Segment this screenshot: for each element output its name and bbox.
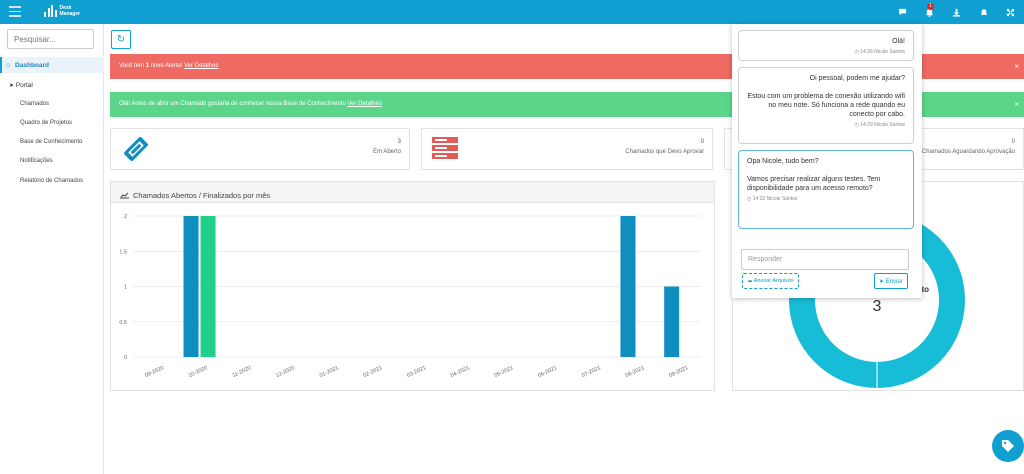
card-value: 0 — [700, 139, 704, 145]
sidebar-item-chamados[interactable]: Chamados — [20, 101, 50, 107]
line-chart-icon — [120, 192, 129, 198]
send-arrow-icon: ➤ — [9, 83, 15, 89]
alert-text-prefix: Você tem — [119, 63, 146, 69]
top-bar: Desk Manager 1 — [0, 0, 1024, 24]
bar — [620, 216, 636, 357]
chat-message: Oi pessoal, podem me ajudar? Estou com u… — [738, 67, 914, 144]
alert-details-link[interactable]: Ver Detalhes — [184, 63, 219, 69]
alert-text-suffix: novo Alerta! — [149, 63, 185, 69]
send-label: Enviar — [885, 279, 903, 285]
x-tick-label: 05-2021 — [494, 365, 515, 379]
close-icon[interactable]: × — [1014, 100, 1019, 109]
alert-text: Olá! Antes de abrir um Chamado gostaria … — [119, 101, 348, 107]
logo[interactable]: Desk Manager — [44, 5, 80, 17]
knowledge-details-link[interactable]: Ver Detalhes — [347, 101, 382, 107]
alert-count: 1 — [145, 63, 150, 69]
chart-title: Chamados Abertos / Finalizados por mês — [133, 190, 271, 200]
x-tick-label: 07-2021 — [581, 365, 602, 379]
attach-files-button[interactable]: ☁ Anexar Arquivos — [742, 273, 799, 289]
x-tick-label: 09-2021 — [668, 365, 689, 379]
sidebar-item-notificacoes[interactable]: Notificações — [20, 158, 53, 164]
ticket-icon — [124, 137, 148, 161]
reply-input[interactable]: Responder — [741, 249, 909, 270]
logo-text-1: Desk — [59, 5, 72, 11]
card-em-aberto[interactable]: 3 Em Aberto — [110, 128, 410, 170]
tag-icon — [1002, 440, 1014, 452]
bar — [200, 216, 216, 357]
card-label: Chamados que Devo Aprovar — [625, 149, 704, 155]
x-tick-label: 03-2021 — [406, 365, 427, 379]
sidebar: ⌂ Dashboard ➤ Portal Chamados Quadro de … — [0, 24, 104, 474]
clock-icon: ◷ — [854, 122, 859, 128]
x-tick-label: 02-2021 — [362, 365, 383, 379]
upload-icon: ☁ — [747, 278, 753, 284]
refresh-button[interactable]: ↻ — [111, 30, 131, 49]
sidebar-item-base-conhecimento[interactable]: Base de Conhecimento — [20, 139, 83, 145]
logo-text-2: Manager — [59, 11, 81, 17]
sidebar-item-dashboard[interactable]: ⌂ Dashboard — [0, 57, 104, 73]
attach-label: Anexar Arquivos — [753, 278, 794, 284]
x-tick-label: 01-2021 — [319, 365, 340, 379]
search-input[interactable] — [7, 29, 94, 49]
close-icon[interactable]: × — [1014, 62, 1019, 71]
x-tick-label: 06-2021 — [537, 365, 558, 379]
send-icon: ➤ — [879, 279, 885, 285]
bell-notification-icon[interactable]: 1 — [916, 0, 943, 24]
chart-panel: Chamados Abertos / Finalizados por mês 0… — [110, 181, 715, 391]
message-text: Olá! — [892, 38, 905, 45]
sidebar-item-quadro-projetos[interactable]: Quadro de Projetos — [20, 120, 73, 126]
card-label: Chamados Aguardando Aprovação — [921, 149, 1015, 155]
menu-icon[interactable] — [9, 6, 21, 17]
message-meta: 14:29 Nicole Santos — [860, 122, 905, 128]
sidebar-item-label: Portal — [15, 82, 33, 89]
message-text-2: Estou com um problema de conexão utiliza… — [747, 93, 905, 118]
bar — [664, 286, 680, 357]
x-tick-label: 11-2020 — [232, 365, 252, 379]
bar — [183, 216, 199, 357]
fullscreen-icon[interactable] — [997, 0, 1024, 24]
y-tick-label: 1 — [124, 285, 127, 291]
y-tick-label: 2 — [124, 214, 127, 220]
clock-icon: ◷ — [747, 196, 752, 202]
chat-icon[interactable] — [889, 0, 916, 24]
message-meta: 14:26 Nicole Santos — [860, 49, 905, 55]
notification-badge: 1 — [927, 3, 934, 10]
refresh-icon: ↻ — [116, 34, 126, 45]
y-tick-label: 1.5 — [119, 249, 127, 255]
message-text: Opa Nicole, tudo bem? — [747, 158, 819, 165]
sidebar-item-portal[interactable]: ➤ Portal — [9, 82, 33, 89]
x-tick-label: 12-2020 — [275, 365, 296, 379]
sidebar-item-relatorio[interactable]: Relatório de Chamados — [20, 178, 84, 184]
card-devo-aprovar[interactable]: 0 Chamados que Devo Aprovar — [421, 128, 713, 170]
x-tick-label: 04-2021 — [450, 365, 471, 379]
message-text-2: Vamos precisar realizar alguns testes. T… — [747, 176, 881, 192]
logo-bars-icon — [44, 5, 57, 17]
card-label: Em Aberto — [372, 149, 401, 155]
home-icon: ⌂ — [6, 62, 11, 69]
bar-chart: 0 0.5 1 1.5 2 09-2020 10-2020 11-2020 12-2020 01-… — [119, 214, 701, 379]
y-tick-label: 0.5 — [119, 320, 127, 326]
card-value: 0 — [1011, 139, 1015, 145]
sidebar-item-label: Dashboard — [15, 62, 49, 69]
chat-message: Olá! ◷ 14:26 Nicole Santos — [738, 30, 914, 61]
send-button[interactable]: ➤ Enviar — [874, 273, 908, 289]
message-text: Oi pessoal, podem me ajudar? — [809, 75, 905, 82]
server-stack-icon — [432, 137, 458, 159]
download-icon[interactable] — [943, 0, 970, 24]
tag-fab-button[interactable] — [992, 430, 1024, 462]
message-meta: 14:32 Nicole Santos — [752, 196, 798, 202]
x-tick-label: 09-2020 — [144, 365, 165, 379]
chat-message: Opa Nicole, tudo bem? Vamos precisar rea… — [738, 150, 914, 229]
y-tick-label: 0 — [124, 355, 127, 361]
donut-value: 3 — [873, 298, 882, 315]
chat-popup: Olá! ◷ 14:26 Nicole Santos Oi pessoal, p… — [732, 24, 922, 298]
x-tick-label: 08-2021 — [625, 365, 646, 379]
x-tick-label: 10-2020 — [188, 365, 209, 379]
donut-label: rto — [918, 285, 929, 294]
card-value: 3 — [397, 139, 401, 145]
clock-icon: ◷ — [854, 49, 859, 55]
alert-bell-icon[interactable] — [970, 0, 997, 24]
